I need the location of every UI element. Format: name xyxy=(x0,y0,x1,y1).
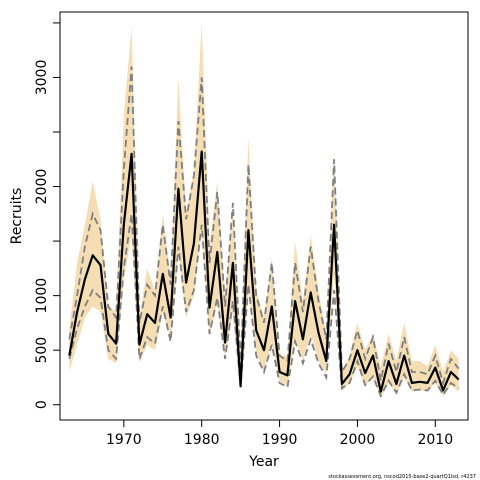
x-tick-label: 2000 xyxy=(340,432,376,448)
x-tick-label: 1980 xyxy=(184,432,220,448)
footnote: stockassessment.org, nscod2015-base2-qua… xyxy=(328,474,476,480)
y-tick-label: 1000 xyxy=(34,278,50,314)
confidence-band-layer xyxy=(69,22,459,399)
x-tick-label: 1970 xyxy=(106,432,142,448)
y-axis: 0 500 1000 2000 3000 xyxy=(34,22,60,409)
y-tick-label: 2000 xyxy=(34,169,50,205)
y-axis-label: Recruits xyxy=(9,188,25,245)
plot-frame xyxy=(59,11,469,421)
x-axis-label: Year xyxy=(248,454,279,470)
x-axis: 1970 1980 1990 2000 2010 xyxy=(106,420,453,448)
y-tick-label: 3000 xyxy=(34,60,50,96)
x-tick-label: 1990 xyxy=(262,432,298,448)
confidence-band xyxy=(69,22,459,399)
y-tick-label: 0 xyxy=(34,400,50,409)
y-tick-label: 500 xyxy=(34,337,50,364)
lower-dashed-line xyxy=(68,213,460,399)
x-tick-label: 2010 xyxy=(417,432,453,448)
upper-dashed-line xyxy=(68,66,460,386)
recruits-estimate-line xyxy=(68,150,460,393)
series-line-layer xyxy=(68,66,460,399)
